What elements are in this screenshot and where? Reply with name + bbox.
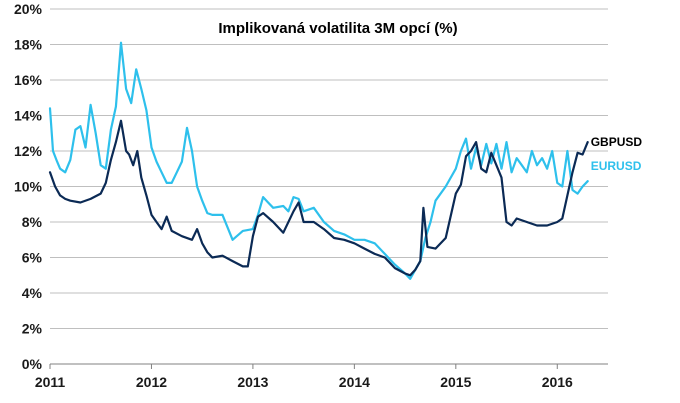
x-tick-label: 2011 [35,374,66,390]
y-tick-label: 6% [22,250,43,266]
y-tick-label: 20% [14,1,43,17]
y-tick-label: 2% [22,321,43,337]
y-tick-label: 12% [14,143,43,159]
x-tick-label: 2015 [440,374,471,390]
x-tick-label: 2014 [339,374,370,390]
y-axis-tick-labels: 0% 2% 4% 6% 8% 10% 12% 14% 16% 18% 20% [14,1,43,372]
series-line-gbpusd [48,119,589,277]
series-label-gbpusd: GBPUSD [591,135,643,149]
x-tick-label: 2012 [136,374,167,390]
series-label-eurusd: EURUSD [591,159,642,173]
series-lines [48,41,589,280]
y-tick-label: 16% [14,72,43,88]
y-tick-label: 0% [22,356,43,372]
y-tick-label: 8% [22,214,43,230]
x-tick-label: 2013 [237,374,268,390]
chart-title: Implikovaná volatilita 3M opcí (%) [218,20,457,37]
y-tick-label: 14% [14,108,43,124]
y-tick-label: 10% [14,179,43,195]
series-line-eurusd [48,41,589,280]
x-tick-label: 2016 [542,374,573,390]
y-tick-label: 4% [22,285,43,301]
y-tick-label: 18% [14,37,43,53]
x-axis-tick-labels: 2011 2012 2013 2014 2015 2016 [35,364,573,390]
gridlines [50,8,608,329]
